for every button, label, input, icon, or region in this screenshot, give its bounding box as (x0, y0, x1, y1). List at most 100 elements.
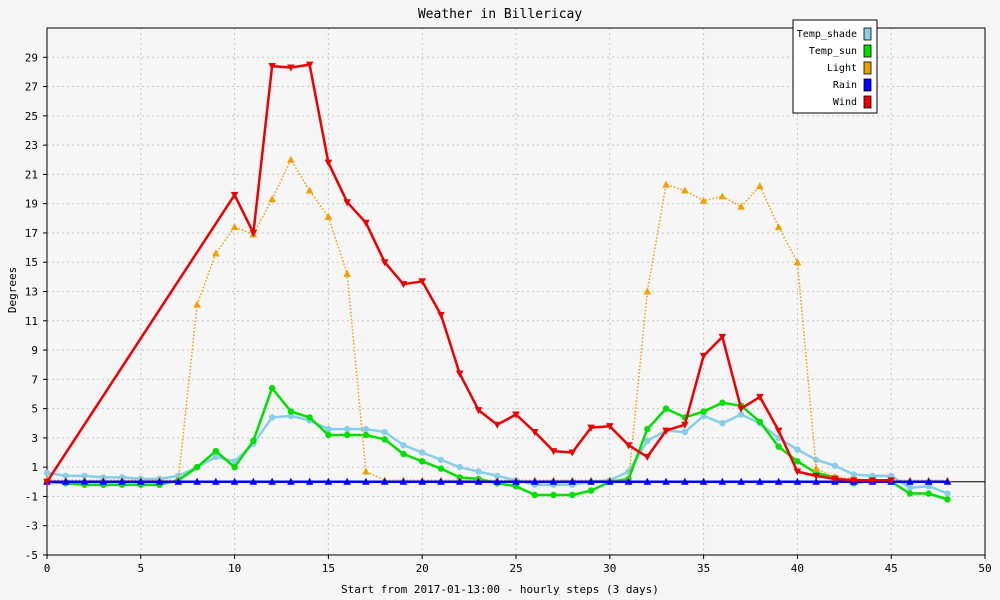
data-point (737, 411, 745, 418)
legend-label: Temp_shade (797, 29, 857, 40)
data-point (719, 420, 726, 427)
data-point (662, 427, 670, 435)
data-point (812, 472, 820, 480)
data-point (624, 442, 633, 450)
y-tick-label: 13 (25, 286, 38, 299)
data-point (906, 490, 914, 497)
x-tick-label: 25 (509, 562, 522, 575)
data-point (212, 447, 220, 455)
data-point (587, 424, 595, 432)
x-tick-label: 35 (697, 562, 710, 575)
data-point (775, 443, 782, 450)
data-point (268, 384, 276, 392)
data-point (549, 448, 558, 456)
data-point (774, 427, 783, 435)
data-point (174, 477, 183, 485)
data-point (662, 180, 670, 188)
data-point (418, 477, 426, 485)
data-point (737, 405, 745, 413)
data-point (606, 423, 614, 431)
y-tick-label: 17 (25, 227, 38, 240)
data-point (643, 287, 652, 295)
data-point (737, 202, 745, 210)
data-point (287, 477, 295, 485)
legend-swatch (863, 61, 872, 75)
data-point (362, 477, 370, 485)
data-point (568, 477, 577, 485)
data-point (681, 186, 689, 194)
data-point (80, 477, 89, 485)
data-point (756, 477, 764, 485)
data-point (681, 428, 689, 436)
data-point (924, 477, 933, 485)
data-point (606, 477, 614, 485)
x-tick-label: 20 (416, 562, 429, 575)
data-point (287, 412, 295, 420)
data-point (793, 477, 802, 485)
data-point (493, 477, 502, 485)
data-point (906, 484, 914, 491)
data-point (230, 223, 239, 231)
data-point (268, 414, 276, 421)
data-point (774, 477, 783, 485)
data-point (850, 471, 857, 478)
x-tick-label: 15 (322, 562, 335, 575)
data-point (530, 477, 539, 485)
data-point (718, 192, 727, 200)
data-point (437, 311, 445, 319)
legend: Temp_shade Temp_sun Light Rain Wind (792, 19, 878, 114)
data-point (249, 477, 258, 485)
data-point (643, 477, 652, 485)
y-tick-label: -3 (25, 520, 38, 533)
data-point (400, 450, 407, 458)
x-tick-label: 10 (228, 562, 241, 575)
data-point (99, 477, 108, 485)
data-point (43, 478, 51, 486)
data-point (399, 281, 408, 289)
data-point (494, 472, 501, 480)
legend-label: Light (827, 63, 857, 74)
y-tick-label: 7 (31, 373, 38, 386)
data-point (719, 399, 726, 406)
data-point (474, 407, 483, 415)
data-point (343, 425, 351, 433)
data-point (230, 477, 239, 485)
data-point (62, 472, 69, 480)
y-tick-label: 19 (25, 198, 38, 211)
data-point (268, 477, 276, 485)
data-point (700, 412, 707, 420)
data-point (455, 477, 464, 485)
data-point (831, 475, 839, 483)
data-point (306, 414, 313, 421)
legend-swatch (863, 78, 872, 92)
data-point (118, 477, 126, 485)
data-point (380, 259, 389, 267)
data-point (455, 370, 464, 378)
data-point (155, 477, 164, 485)
x-tick-label: 30 (603, 562, 616, 575)
data-point (550, 491, 557, 499)
x-tick-label: 5 (137, 562, 144, 575)
data-point (400, 442, 407, 449)
data-point (512, 477, 520, 485)
x-tick-label: 40 (791, 562, 804, 575)
data-point (268, 195, 276, 203)
data-point (662, 405, 670, 412)
legend-swatch (863, 27, 872, 41)
data-point (906, 477, 914, 485)
data-point (793, 468, 802, 476)
data-point (418, 278, 426, 286)
data-point (812, 464, 820, 472)
data-point (643, 453, 652, 461)
data-point (587, 477, 595, 485)
data-point (530, 429, 539, 437)
data-point (381, 436, 388, 443)
data-point (475, 468, 482, 475)
y-tick-label: 5 (31, 403, 38, 416)
data-point (343, 269, 351, 277)
data-point (419, 458, 426, 465)
y-tick-label: -5 (25, 549, 38, 562)
data-point (381, 428, 388, 436)
